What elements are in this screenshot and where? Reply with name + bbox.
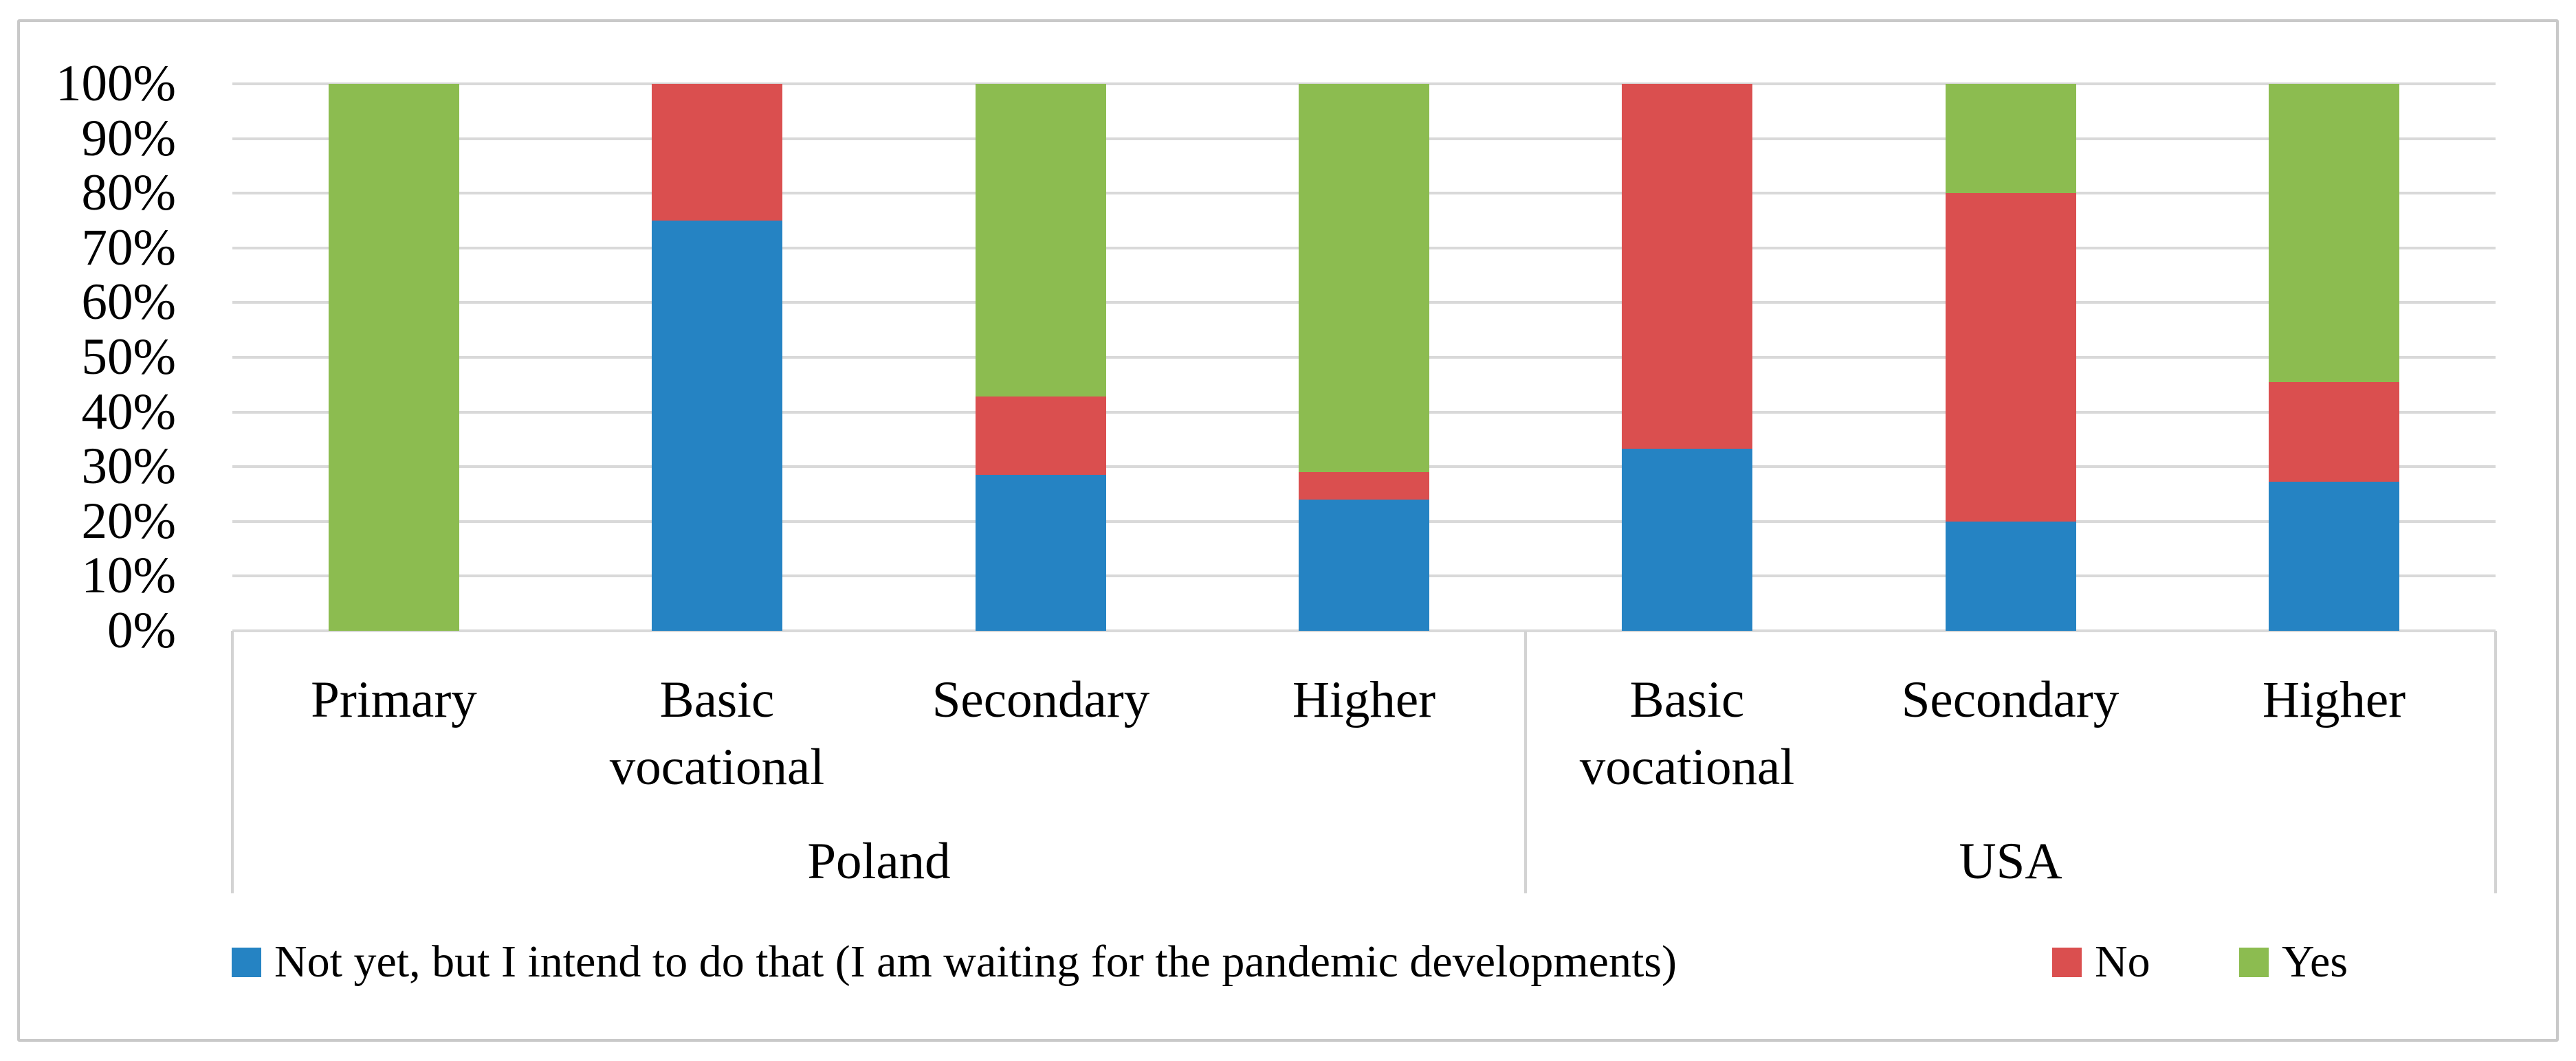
axis-divider (231, 631, 234, 893)
legend-label-not-yet: Not yet, but I intend to do that (I am w… (274, 937, 1677, 987)
bar-segment (652, 84, 782, 221)
group-label: USA (1959, 833, 2062, 890)
category-label: Secondary (932, 671, 1150, 728)
gridline (232, 629, 2496, 632)
legend-swatch-not-yet (232, 947, 261, 977)
bar-segment (1622, 84, 1752, 449)
bar-segment (1299, 500, 1429, 631)
bar-segment (1622, 449, 1752, 631)
category-label: Basic vocational (609, 671, 825, 796)
legend-item-no: No (2052, 939, 2150, 985)
y-tick-label: 70% (81, 219, 176, 276)
y-tick-label: 60% (81, 273, 176, 331)
legend-swatch-yes (2239, 947, 2269, 977)
legend-label-yes: Yes (2282, 937, 2348, 987)
bar-segment (976, 84, 1106, 397)
legend-swatch-no (2052, 947, 2082, 977)
bar-segment (2269, 482, 2399, 631)
bar-segment (1299, 84, 1429, 472)
axis-divider (2494, 631, 2497, 893)
y-tick-label: 50% (81, 328, 176, 386)
category-label: Basic vocational (1579, 671, 1795, 796)
bar-segment (1946, 84, 2076, 193)
y-tick-label: 30% (81, 438, 176, 495)
legend-label-no: No (2095, 937, 2150, 987)
legend-item-yes: Yes (2239, 939, 2348, 985)
category-label: Secondary (1901, 671, 2120, 728)
bar-segment (652, 221, 782, 631)
y-tick-label: 90% (81, 110, 176, 167)
bar-segment (1946, 522, 2076, 631)
y-tick-label: 0% (107, 602, 176, 659)
bar-segment (1299, 472, 1429, 500)
y-tick-label: 20% (81, 493, 176, 550)
y-tick-label: 10% (81, 547, 176, 604)
group-label: Poland (807, 833, 951, 890)
axis-divider (1524, 631, 1527, 893)
y-tick-label: 100% (56, 55, 176, 112)
bar-segment (976, 474, 1106, 631)
bar-segment (2269, 382, 2399, 482)
category-label: Higher (1292, 671, 1436, 728)
bar-segment (329, 84, 459, 631)
bar-segment (1946, 193, 2076, 522)
category-label: Primary (311, 671, 477, 728)
bar-segment (976, 397, 1106, 475)
category-label: Higher (2262, 671, 2406, 728)
legend-item-not-yet: Not yet, but I intend to do that (I am w… (232, 939, 1677, 985)
bar-segment (2269, 84, 2399, 382)
chart-border (17, 19, 2559, 1042)
y-tick-label: 40% (81, 383, 176, 440)
y-tick-label: 80% (81, 164, 176, 221)
